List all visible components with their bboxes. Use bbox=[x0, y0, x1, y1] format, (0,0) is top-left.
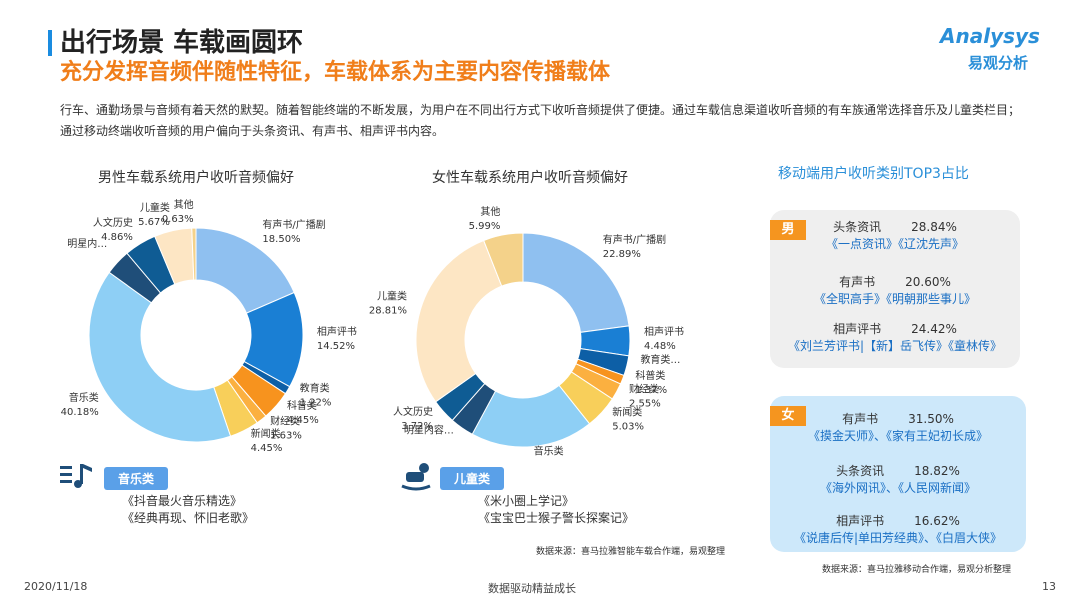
date: 2020/11/18 bbox=[24, 580, 88, 593]
slice-label: 科普类 bbox=[635, 369, 665, 382]
donut-slice bbox=[483, 232, 524, 287]
slice-label: 财经类 bbox=[629, 382, 659, 395]
item-works: 《海外网讯》、《人民网新闻》 bbox=[819, 481, 976, 495]
slice-label: 财经类 bbox=[270, 415, 300, 428]
panel-item: 相声评书 16.62% 《说唐后传|单田芳经典》、《白眉大侠》 bbox=[773, 512, 1023, 546]
donut-slice bbox=[191, 227, 197, 281]
value-label: 18.50% bbox=[262, 234, 300, 245]
slice-label: 新闻类 bbox=[612, 406, 642, 419]
slogan: 数据驱动精益成长 bbox=[488, 582, 576, 595]
slice-label: 有声书/广播剧 bbox=[262, 218, 325, 231]
item-works: 《说唐后传|单田芳经典》、《白眉大侠》 bbox=[793, 531, 1003, 545]
slice-label: 其他 bbox=[174, 198, 194, 211]
panel-item: 有声书 31.50% 《摸金天师》、《家有王妃初长成》 bbox=[773, 410, 1023, 444]
slice-label: 新闻类 bbox=[251, 427, 281, 440]
page-number: 13 bbox=[1042, 580, 1056, 593]
item-value: 24.42% bbox=[911, 322, 957, 336]
music-icon bbox=[60, 464, 92, 488]
value-label: 4.86% bbox=[101, 232, 133, 243]
chart-title: 男性车载系统用户收听音频偏好 bbox=[98, 169, 294, 186]
slice-label: 儿童类 bbox=[140, 201, 170, 214]
panel-title: 移动端用户收听类别TOP3占比 bbox=[778, 166, 969, 182]
slice-label: 明星内… bbox=[67, 237, 107, 250]
value-label: 5.67% bbox=[138, 217, 170, 228]
slice-label: 科普类 bbox=[287, 399, 317, 412]
slice-label: 有声书/广播剧 bbox=[603, 233, 666, 246]
slice-label: 明星内容… bbox=[404, 423, 454, 436]
value-label: 4.45% bbox=[287, 415, 319, 426]
slice-label: 教育类… bbox=[640, 353, 680, 366]
category-tag: 音乐类 bbox=[104, 467, 169, 490]
kids-icon bbox=[401, 463, 431, 491]
male-box: 男 bbox=[770, 210, 1020, 368]
item-name: 头条资讯 bbox=[836, 464, 885, 478]
slice-label: 人文历史 bbox=[393, 405, 433, 418]
value-label: 5.03% bbox=[612, 422, 644, 433]
value-label: 0.63% bbox=[162, 214, 194, 225]
value-label: 1.22% bbox=[300, 397, 332, 408]
value-label: 28.81% bbox=[369, 305, 407, 316]
value-label: 2.55% bbox=[629, 398, 661, 409]
item-value: 18.82% bbox=[914, 464, 960, 478]
item-name: 有声书 bbox=[842, 412, 879, 426]
value-label: 4.45% bbox=[251, 443, 283, 454]
item-name: 有声书 bbox=[839, 275, 876, 289]
panel-item: 有声书 20.60% 《全职高手》《明朝那些事儿》 bbox=[770, 273, 1020, 307]
work: 《米小圈上学记》 bbox=[478, 494, 575, 508]
value-label: 4.48% bbox=[644, 341, 676, 352]
item-works: 《一点资讯》《辽沈先声》 bbox=[825, 237, 964, 251]
value-label: 3.72% bbox=[401, 421, 433, 432]
subtitle: 充分发挥音频伴随性特征，车载体系为主要内容传播载体 bbox=[60, 60, 611, 85]
panel-item: 相声评书 24.42% 《刘兰芳评书|【新】岳飞传》《童林传》 bbox=[770, 320, 1020, 354]
work: 《经典再现、怀旧老歌》 bbox=[122, 511, 255, 525]
slice-label: 相声评书 bbox=[317, 325, 357, 338]
item-name: 相声评书 bbox=[836, 514, 885, 528]
logo: Analysys bbox=[940, 24, 1040, 48]
panel-item: 头条资讯 28.84% 《一点资讯》《辽沈先声》 bbox=[770, 218, 1020, 252]
item-name: 头条资讯 bbox=[833, 220, 882, 234]
title: 出行场景 车载画圆环 bbox=[60, 28, 304, 58]
group-tag: 女 bbox=[770, 406, 806, 426]
value-label: 14.52% bbox=[317, 341, 355, 352]
donut-slice bbox=[522, 232, 630, 333]
slice-label: 人文历史 bbox=[93, 216, 133, 229]
group-tag: 男 bbox=[770, 220, 806, 240]
source: 数据来源：喜马拉雅智能车载合作端，易观整理 bbox=[536, 547, 726, 557]
donut-slice bbox=[415, 239, 503, 403]
work: 《宝宝巴士猴子警长探案记》 bbox=[478, 511, 635, 525]
intro: 行车、通勤场景与音频有着天然的默契。随着智能终端的不断发展，为用户在不同出行方式… bbox=[60, 103, 1021, 138]
female-box: 女 bbox=[770, 396, 1026, 552]
item-name: 相声评书 bbox=[833, 322, 882, 336]
slice-label: 教育类 bbox=[300, 381, 330, 394]
logo-cn: 易观分析 bbox=[968, 54, 1029, 72]
donut-slice bbox=[88, 271, 232, 443]
item-value: 16.62% bbox=[914, 514, 960, 528]
item-works: 《全职高手》《明朝那些事儿》 bbox=[813, 292, 976, 306]
chart-title: 女性车载系统用户收听音频偏好 bbox=[432, 169, 628, 186]
works: 《抖音最火音乐精选》 《经典再现、怀旧老歌》 bbox=[122, 493, 254, 527]
item-works: 《刘兰芳评书|【新】岳飞传》《童林传》 bbox=[787, 339, 1003, 353]
slice-label: 其他 bbox=[480, 205, 500, 218]
work: 《抖音最火音乐精选》 bbox=[122, 494, 243, 508]
slice-label: 音乐类 bbox=[69, 391, 99, 404]
value-label: 1.37% bbox=[635, 385, 667, 396]
panel-item: 头条资讯 18.82% 《海外网讯》、《人民网新闻》 bbox=[773, 462, 1023, 496]
item-value: 20.60% bbox=[905, 275, 951, 289]
source: 数据来源：喜马拉雅移动合作端，易观分析整理 bbox=[822, 565, 1012, 575]
title-bar bbox=[48, 30, 52, 56]
item-value: 28.84% bbox=[911, 220, 957, 234]
item-value: 31.50% bbox=[908, 412, 954, 426]
value-label: 22.89% bbox=[603, 249, 641, 260]
slice-label: 相声评书 bbox=[644, 325, 684, 338]
slice-label: 儿童类 bbox=[377, 289, 407, 302]
value-label: 1.63% bbox=[270, 431, 302, 442]
slice-label: 音乐类 bbox=[534, 445, 564, 458]
value-label: 5.99% bbox=[469, 221, 501, 232]
category-tag: 儿童类 bbox=[440, 467, 505, 490]
item-works: 《摸金天师》、《家有王妃初长成》 bbox=[807, 429, 988, 443]
value-label: 40.18% bbox=[61, 407, 99, 418]
works: 《米小圈上学记》 《宝宝巴士猴子警长探案记》 bbox=[478, 493, 634, 527]
